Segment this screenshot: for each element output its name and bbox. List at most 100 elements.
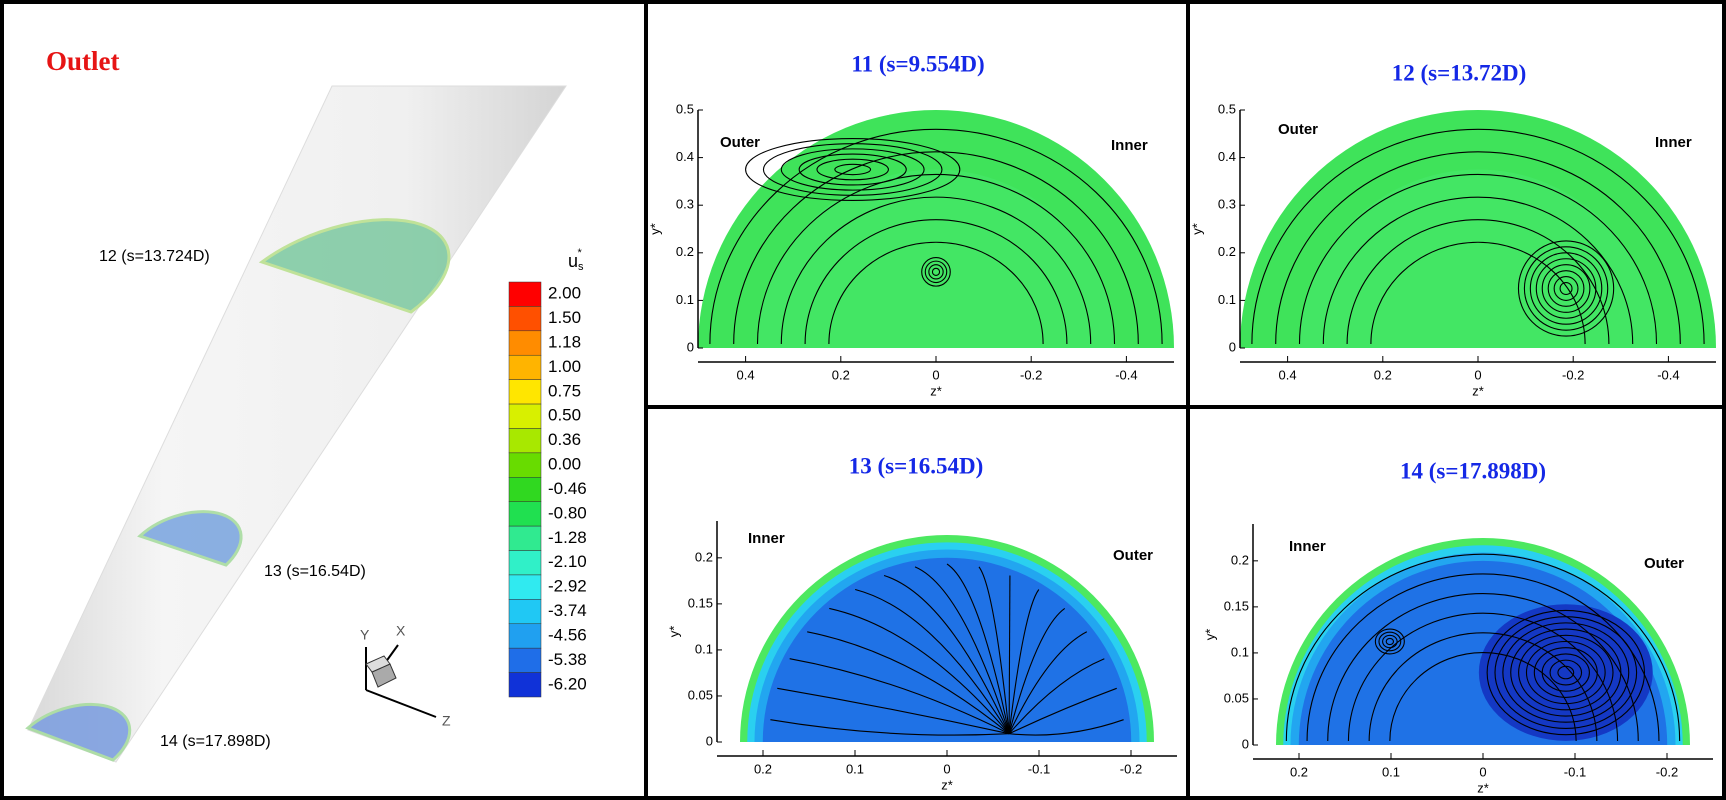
colorbar-title: us * (568, 247, 584, 273)
streamline (1510, 628, 1622, 717)
streamline (1557, 665, 1575, 680)
streamline (1382, 634, 1398, 649)
x-tick-label: 0 (1479, 764, 1486, 779)
streamline (780, 148, 925, 191)
y-tick-label: 0.1 (676, 292, 694, 307)
colorbar-label: 1.18 (548, 333, 581, 352)
colorbar-band (508, 647, 542, 673)
region-label: Inner (748, 530, 785, 547)
colorbar-label: -2.10 (548, 552, 587, 571)
colorbar-band (508, 403, 542, 429)
y-tick-label: 0.4 (676, 149, 694, 164)
streamline (883, 574, 1010, 734)
section-14 (25, 702, 132, 762)
plot-panel: 0.4 0.2 0 -0.2 -0.4 0 0.1 0.2 0.3 0.4 0.5 z* y* 12 (s… (1189, 60, 1716, 398)
panel-title: 11 (s=9.554D) (851, 51, 984, 76)
x-tick-label: -0.4 (1115, 367, 1137, 382)
streamline (834, 163, 872, 176)
section-label: 13 (s=16.54D) (264, 563, 366, 580)
colorbar-band (508, 281, 542, 307)
streamline (770, 719, 1010, 736)
y-axis-label: y* (1189, 223, 1204, 235)
pipe-view: Outlet 12 (s=13.724D) 13 (s=16.54D) 14 (… (25, 46, 587, 763)
x-tick-label: 0.2 (1374, 367, 1392, 382)
colorbar: 2.00 1.50 1.18 1.00 0.75 0.50 0.36 0.00 -0.46 -0.… (508, 281, 587, 698)
plot-panel: 0.2 0.1 0 -0.1 -0.2 0 0.05 0.1 0.15 0.2 z* y* 13 (s=… (666, 453, 1177, 792)
x-tick-label: -0.2 (1656, 764, 1678, 779)
y-tick-label: 0.5 (1218, 101, 1236, 116)
streamline (1285, 553, 1681, 742)
streamline (777, 687, 1010, 735)
colorbar-label: -4.56 (548, 625, 587, 644)
streamline (931, 267, 941, 276)
region-label: Inner (1111, 137, 1148, 154)
colorbar-band (508, 452, 542, 478)
y-tick-label: 0.3 (676, 197, 694, 212)
streamline (1547, 270, 1585, 307)
streamline (1374, 628, 1405, 655)
colorbar-label: 0.50 (548, 406, 581, 425)
streamline (1541, 653, 1590, 692)
streamline (1549, 659, 1583, 686)
streamline (1502, 622, 1630, 723)
colorbar-band (508, 428, 542, 454)
colorbar-band (508, 306, 542, 332)
streamline (928, 264, 944, 280)
colorbar-band (508, 330, 542, 356)
colorbar-band (508, 525, 542, 551)
streamline (946, 563, 1010, 734)
streamline (733, 151, 1139, 345)
colorbar-band (508, 574, 542, 600)
streamline (1009, 719, 1124, 736)
colorbar-label: -2.92 (548, 577, 587, 596)
x-axis-label: z* (941, 777, 953, 792)
y-tick-label: 0.2 (695, 549, 713, 564)
colorbar-label: -3.74 (548, 601, 587, 620)
pipe (27, 85, 567, 763)
region-label: Inner (1655, 134, 1692, 151)
colorbar-label: -5.38 (548, 650, 587, 669)
streamline (756, 173, 1116, 345)
streamline (914, 566, 1010, 734)
streamline (798, 153, 907, 186)
y-tick-label: 0 (687, 339, 694, 354)
x-tick-label: -0.2 (1120, 761, 1142, 776)
x-tick-label: 0 (932, 367, 939, 382)
streamline (1368, 632, 1598, 742)
cb-base: u (568, 251, 578, 271)
colorbar-band (508, 379, 542, 405)
streamline (1533, 647, 1598, 698)
colorbar-label: -0.80 (548, 503, 587, 522)
x-tick-label: 0.4 (1279, 367, 1297, 382)
colorbar-label: -6.20 (548, 674, 587, 693)
axis-label: Y (360, 627, 370, 643)
contour-fill (757, 169, 1115, 348)
streamline (780, 196, 1092, 345)
colorbar-band (508, 672, 542, 698)
y-tick-label: 0.2 (676, 244, 694, 259)
y-axis-label: y* (647, 223, 662, 235)
streamline (1275, 151, 1681, 345)
streamline (1529, 252, 1603, 325)
x-axis-label: z* (930, 383, 942, 398)
section-13 (137, 510, 243, 567)
streamline (709, 128, 1163, 345)
streamline (1553, 276, 1579, 301)
x-tick-label: 0.2 (754, 761, 772, 776)
streamline (1541, 264, 1591, 313)
streamline (745, 138, 961, 201)
streamline (1523, 246, 1609, 331)
colorbar-label: 0.36 (548, 430, 581, 449)
streamline (807, 631, 1010, 735)
y-tick-label: 0.3 (1218, 197, 1236, 212)
y-tick-label: 0.15 (688, 595, 713, 610)
streamline (1298, 173, 1658, 345)
colorbar-band (508, 599, 542, 625)
streamline (978, 566, 1010, 734)
streamline (1346, 219, 1610, 345)
streamline (921, 257, 951, 287)
region-label: Outer (1644, 555, 1684, 572)
streamline (762, 143, 943, 196)
